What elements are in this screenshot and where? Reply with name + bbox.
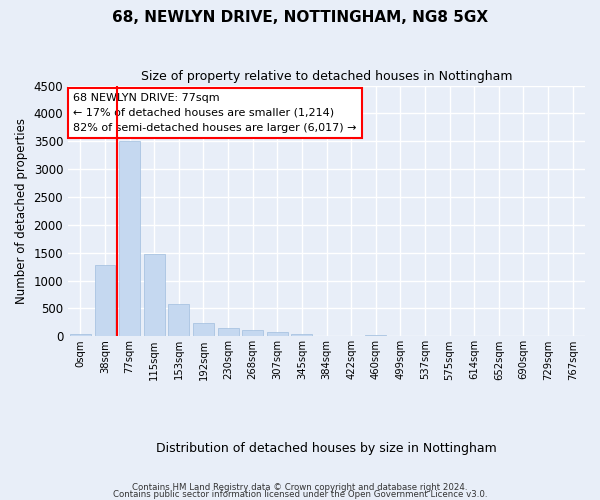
Text: 68 NEWLYN DRIVE: 77sqm
← 17% of detached houses are smaller (1,214)
82% of semi-: 68 NEWLYN DRIVE: 77sqm ← 17% of detached… bbox=[73, 93, 357, 132]
Bar bbox=[169, 304, 189, 336]
Bar bbox=[365, 334, 386, 336]
Bar bbox=[95, 265, 115, 336]
Text: Contains HM Land Registry data © Crown copyright and database right 2024.: Contains HM Land Registry data © Crown c… bbox=[132, 484, 468, 492]
Text: Contains public sector information licensed under the Open Government Licence v3: Contains public sector information licen… bbox=[113, 490, 487, 499]
Title: Size of property relative to detached houses in Nottingham: Size of property relative to detached ho… bbox=[141, 70, 512, 83]
Y-axis label: Number of detached properties: Number of detached properties bbox=[15, 118, 28, 304]
Text: 68, NEWLYN DRIVE, NOTTINGHAM, NG8 5GX: 68, NEWLYN DRIVE, NOTTINGHAM, NG8 5GX bbox=[112, 10, 488, 25]
Bar bbox=[292, 334, 313, 336]
Bar bbox=[144, 254, 164, 336]
Bar bbox=[119, 142, 140, 336]
Bar bbox=[267, 332, 288, 336]
Bar bbox=[193, 323, 214, 336]
X-axis label: Distribution of detached houses by size in Nottingham: Distribution of detached houses by size … bbox=[156, 442, 497, 455]
Bar bbox=[70, 334, 91, 336]
Bar bbox=[242, 330, 263, 336]
Bar bbox=[218, 328, 239, 336]
